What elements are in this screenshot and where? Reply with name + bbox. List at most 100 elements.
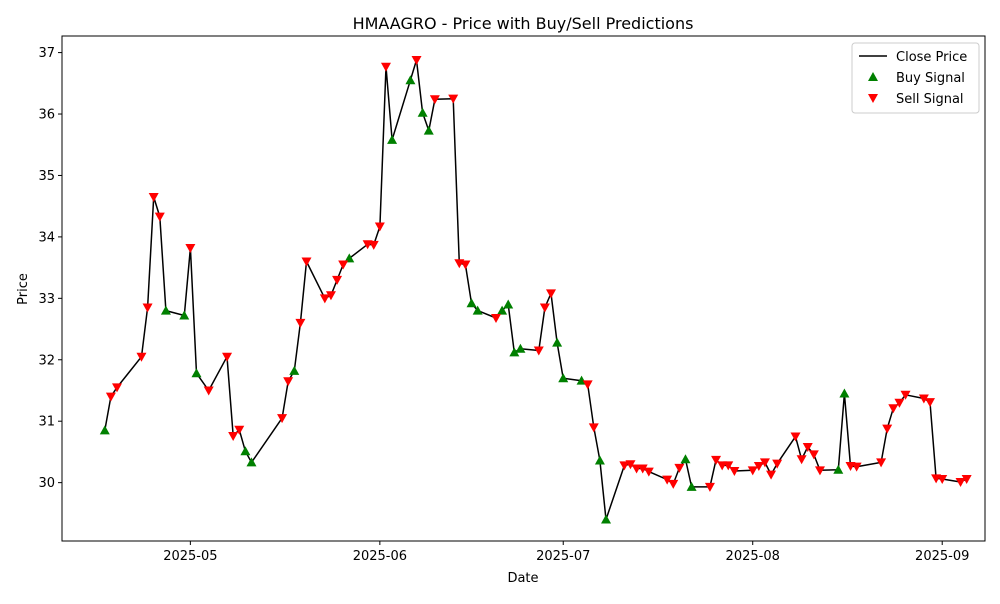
sell-signal-marker [374,222,385,232]
buy-signal-marker [160,305,171,315]
sell-signal-marker [796,455,807,465]
buy-signal-markers [99,75,850,524]
buy-signal-marker [497,305,508,315]
buy-signal-marker [423,125,434,135]
buy-signal-marker [594,455,605,465]
x-tick-label: 2025-08 [726,549,780,564]
sell-signal-marker [729,466,740,476]
buy-signal-marker [680,454,691,464]
sell-signal-marker [283,377,294,387]
sell-signal-marker [851,462,862,472]
sell-signal-marker [325,291,336,301]
y-axis-ticks: 30 31 32 33 34 35 36 37 [38,46,62,491]
sell-signal-marker [368,240,379,250]
sell-signal-marker [380,62,391,72]
sell-signal-marker [918,394,929,404]
buy-signal-marker [601,514,612,524]
sell-signal-marker [637,464,648,474]
sell-signal-marker [546,289,557,299]
x-tick-label: 2025-06 [353,549,407,564]
sell-signal-marker [460,260,471,270]
y-tick-label: 37 [38,46,55,61]
x-axis-ticks: 2025-05 2025-06 2025-07 2025-08 2025-09 [163,541,969,564]
buy-signal-marker [466,298,477,308]
sell-signal-marker [772,459,783,469]
sell-signal-marker [662,475,673,485]
buy-signal-marker [472,305,483,315]
sell-signal-marker [759,458,770,468]
buy-signal-marker [99,425,110,435]
legend-sell-label: Sell Signal [896,92,964,107]
sell-signal-marker [900,390,911,400]
sell-signal-marker [961,474,972,484]
sell-signal-marker [643,467,654,477]
y-tick-label: 34 [38,230,55,245]
buy-signal-marker [686,481,697,491]
sell-signal-marker [894,398,905,408]
y-tick-label: 33 [38,292,55,307]
sell-signal-marker [955,478,966,488]
sell-signal-marker [105,392,116,402]
buy-signal-marker [515,343,526,353]
sell-signal-marker [185,243,196,253]
legend-sell-swatch [868,94,878,103]
sell-signal-marker [790,432,801,442]
sell-signal-marker [766,470,777,480]
buy-signal-marker [240,446,251,456]
buy-signal-marker [191,368,202,378]
buy-signal-marker [558,373,569,383]
sell-signal-marker [112,383,123,393]
sell-signal-marker [203,386,214,396]
sell-signal-marker [674,463,685,473]
sell-signal-marker [924,398,935,408]
sell-signal-marker [136,352,147,362]
sell-signal-marker [582,380,593,390]
sell-signal-marker [625,460,636,470]
buy-signal-marker [503,299,514,309]
buy-signal-marker [839,388,850,398]
sell-signal-marker [753,462,764,472]
legend-buy-swatch [868,72,878,81]
legend: Close Price Buy Signal Sell Signal [851,42,980,114]
buy-signal-marker [833,464,844,474]
y-tick-label: 36 [38,108,55,123]
sell-signal-marker [490,313,501,323]
buy-signal-marker [509,347,520,357]
sell-signal-marker [429,95,440,105]
sell-signal-marker [154,212,165,222]
buy-signal-marker [289,365,300,375]
sell-signal-marker [319,294,330,304]
sell-signal-marker [295,318,306,328]
sell-signal-marker [711,455,722,465]
sell-signal-marker [888,404,899,414]
buy-signal-marker [344,253,355,263]
buy-signal-marker [179,310,190,320]
sell-signal-marker [814,466,825,476]
sell-signal-marker [411,55,422,65]
plot-area [61,35,986,542]
axes-frame [61,35,986,542]
sell-signal-marker [448,94,459,104]
y-tick-label: 35 [38,169,55,184]
x-tick-label: 2025-07 [536,549,590,564]
sell-signal-marker [619,461,630,471]
legend-close-price-label: Close Price [896,50,967,65]
sell-signal-marker [301,257,312,267]
axes-background [62,36,985,541]
x-tick-label: 2025-09 [915,549,969,564]
sell-signal-marker [148,192,159,202]
sell-signal-marker [228,431,239,441]
sell-signal-marker [747,466,758,476]
sell-signal-marker [802,443,813,453]
sell-signal-marker [704,482,715,492]
sell-signal-marker [668,479,679,489]
sell-signal-marker [332,275,343,285]
y-tick-label: 31 [38,415,55,430]
y-axis-label: Price [16,273,31,305]
legend-buy-label: Buy Signal [896,71,965,86]
buy-signal-marker [417,107,428,117]
sell-signal-marker [277,414,288,424]
sell-signal-marker [234,425,245,435]
sell-signal-markers [105,55,972,492]
sell-signal-marker [723,461,734,471]
